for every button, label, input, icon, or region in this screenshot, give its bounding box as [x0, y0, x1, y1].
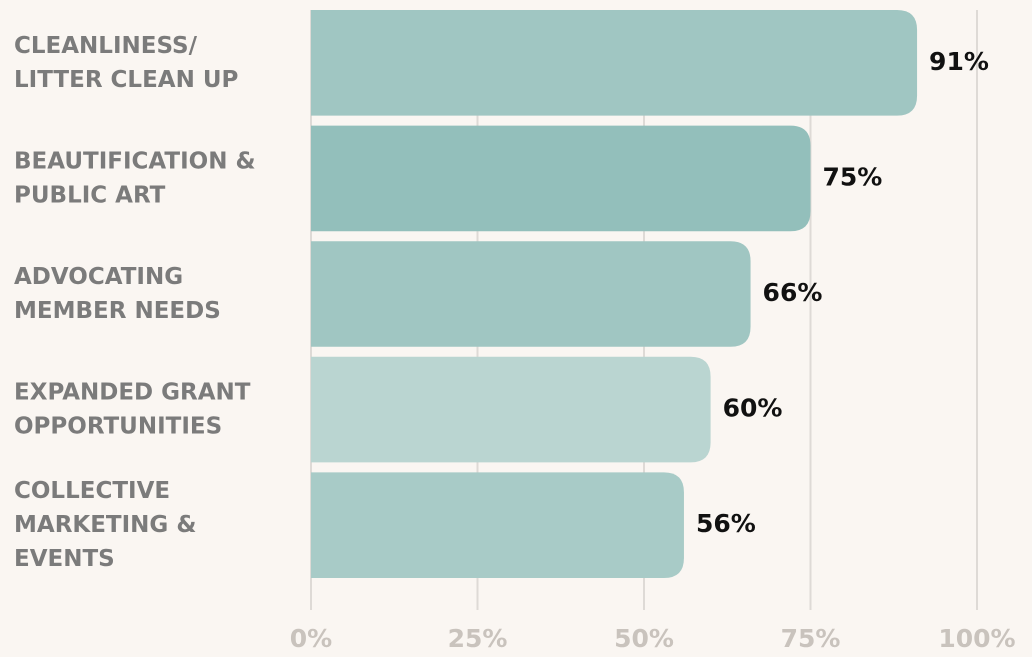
x-tick-label: 0% [290, 624, 332, 653]
category-label: BEAUTIFICATION & PUBLIC ART [14, 148, 256, 208]
category-label: COLLECTIVE MARKETING & EVENTS [14, 478, 196, 572]
value-label: 91% [929, 47, 989, 76]
bar [311, 472, 684, 578]
bar [311, 125, 811, 232]
value-label: 66% [763, 278, 823, 307]
x-tick-label: 25% [448, 624, 508, 653]
value-label: 75% [823, 162, 883, 191]
category-label: ADVOCATING MEMBER NEEDS [14, 264, 221, 324]
category-label: EXPANDED GRANT OPPORTUNITIES [14, 379, 251, 439]
value-label: 60% [723, 394, 783, 423]
x-tick-label: 50% [614, 624, 674, 653]
value-label: 56% [696, 509, 756, 538]
x-tick-label: 100% [938, 624, 1015, 653]
bar [311, 241, 751, 347]
bar [311, 356, 711, 463]
x-tick-label: 75% [781, 624, 841, 653]
category-label: CLEANLINESS/LITTER CLEAN UP [14, 32, 238, 92]
bar [311, 10, 918, 116]
